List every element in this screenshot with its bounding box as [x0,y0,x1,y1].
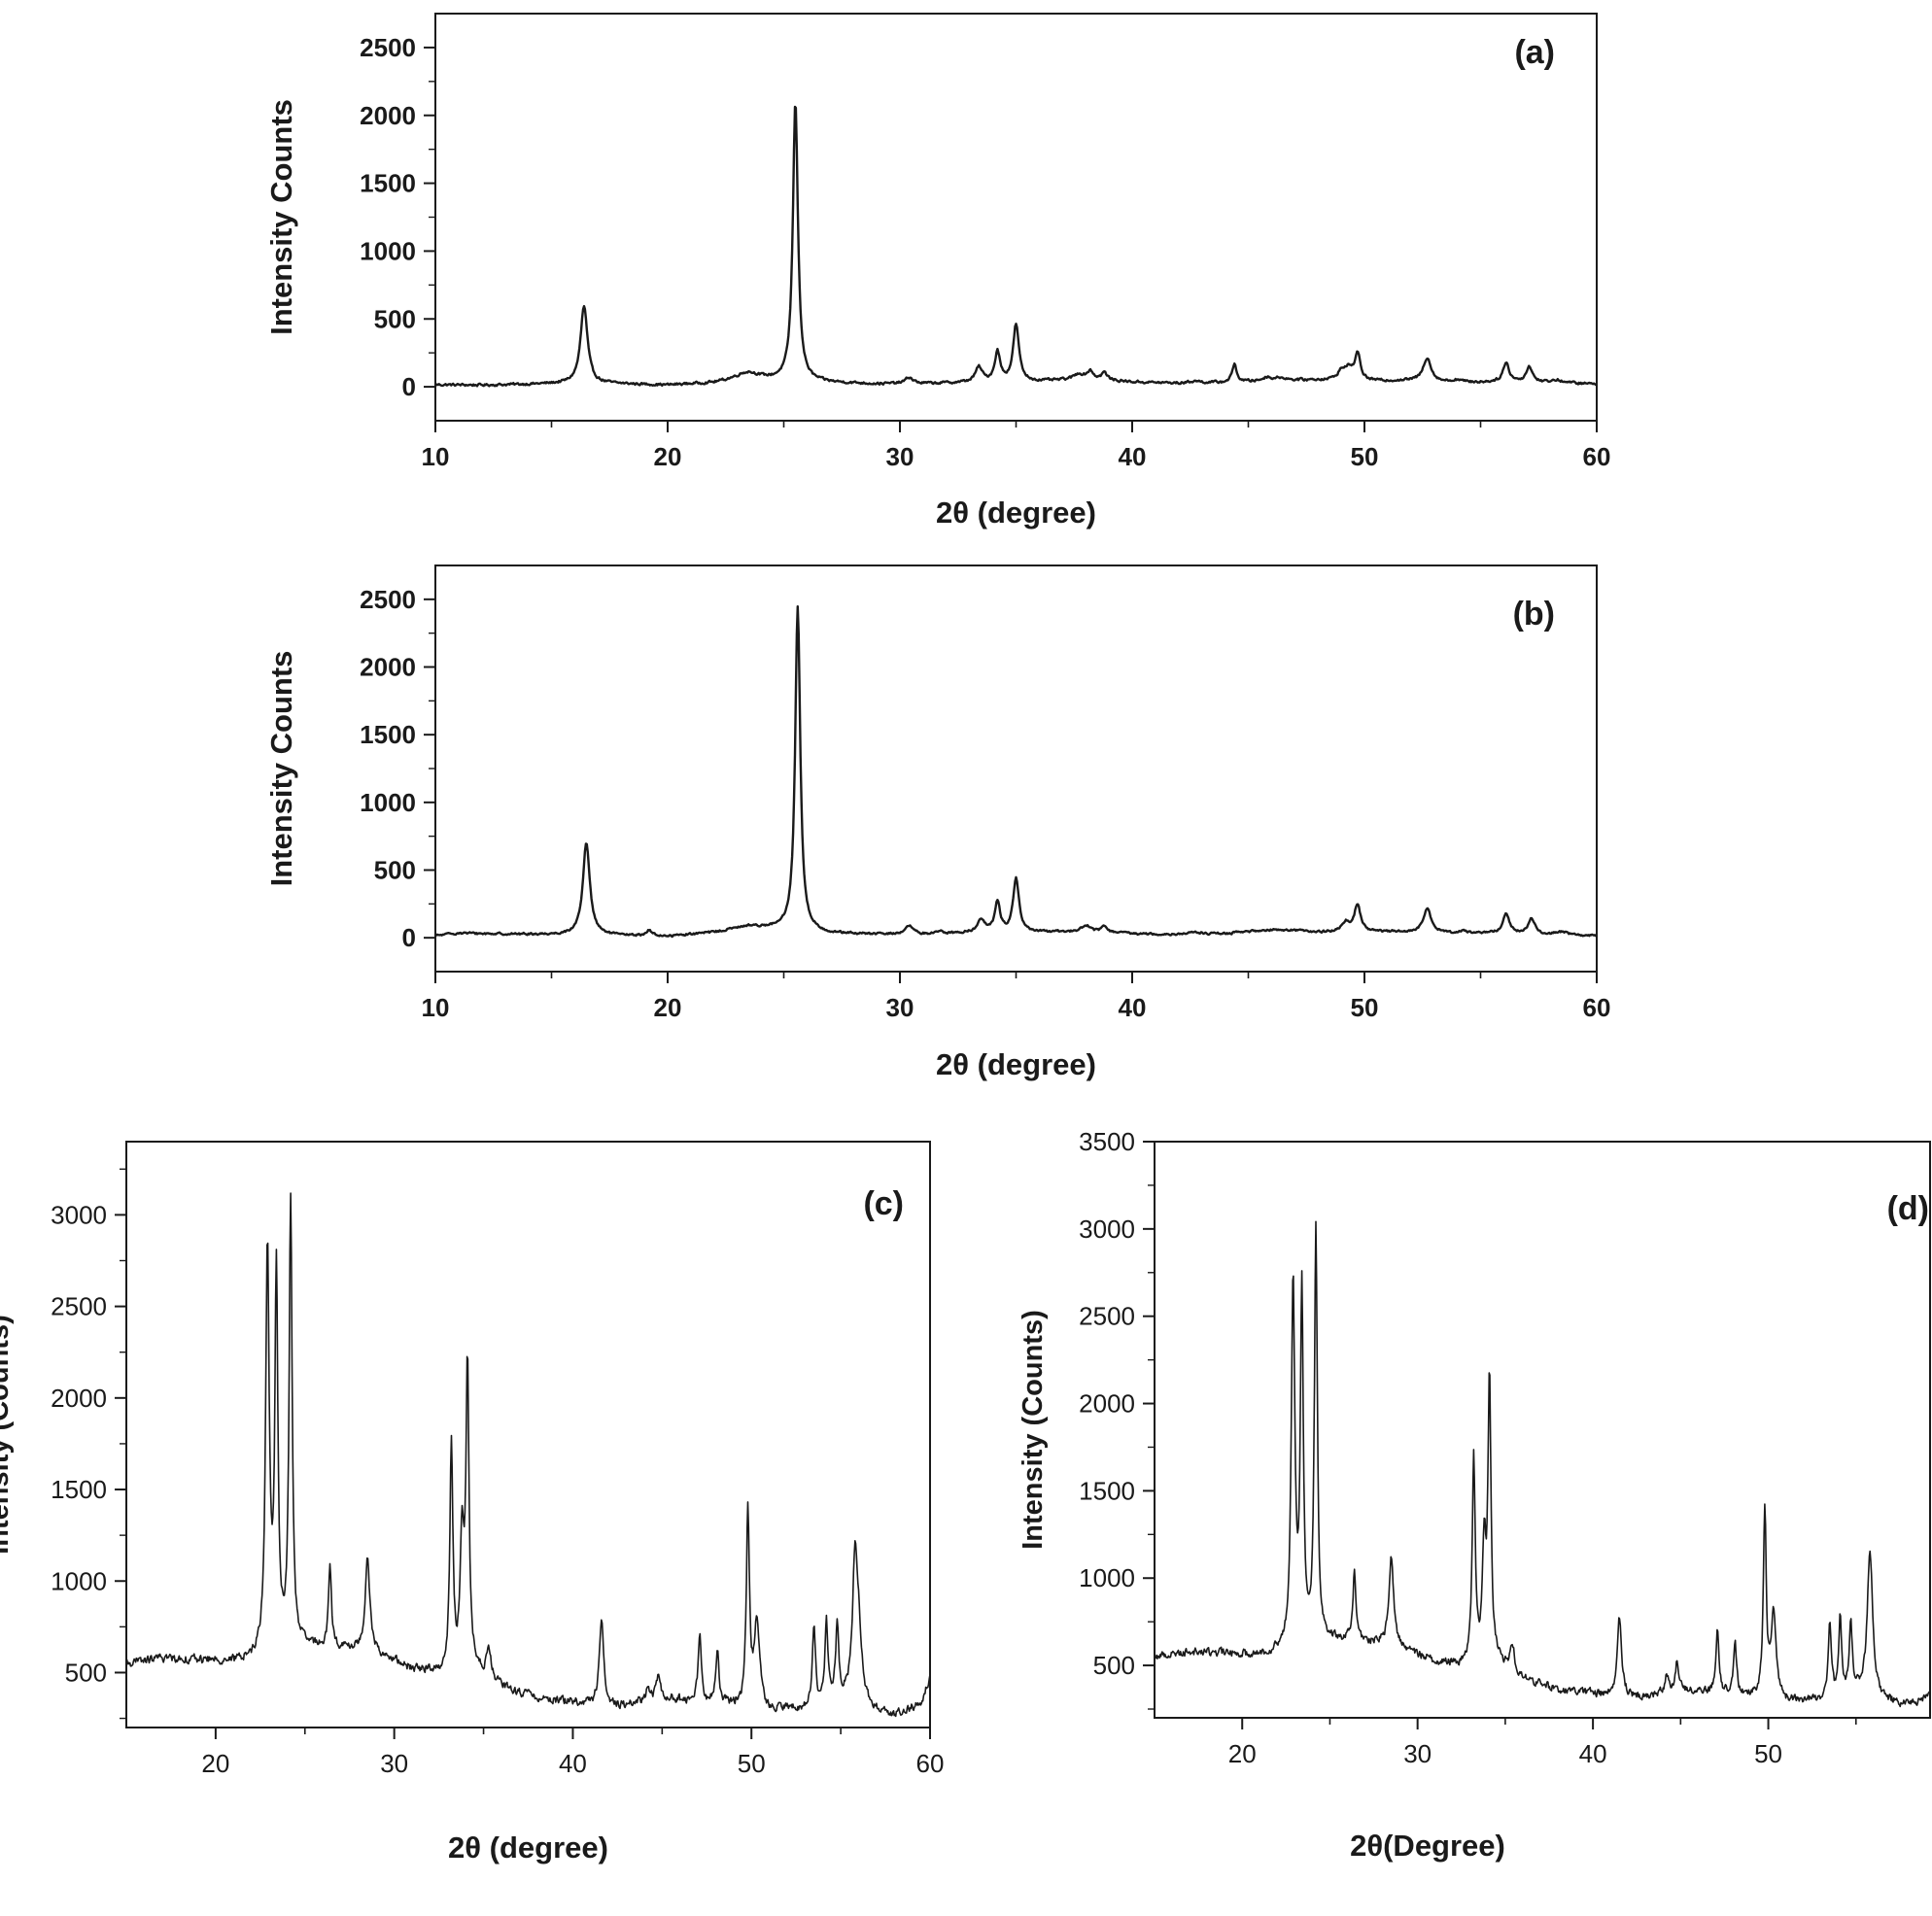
panel-label-c: (c) [863,1185,904,1222]
x-tick-label: 20 [654,442,682,471]
y-tick-label: 2500 [51,1292,107,1321]
series-line-b [434,605,1598,939]
y-tick-label: 500 [374,856,416,885]
plot-frame-a [434,13,1598,422]
plot-frame-d [1154,1141,1931,1719]
x-tick-label: 30 [886,993,914,1022]
panel-label-a: (a) [1514,34,1555,71]
x-tick-label: 20 [1228,1739,1257,1768]
y-tick-label: 2000 [360,653,416,682]
y-tick-label: 1500 [1079,1476,1135,1505]
series-line-d [1154,1220,1931,1708]
y-tick-label: 500 [65,1658,107,1687]
x-tick-label: 50 [1351,442,1379,471]
y-tick-label: 2000 [360,101,416,130]
y-tick-label: 3000 [1079,1215,1135,1244]
chart-panel-a: 10 20 30 40 50 60 0 500 1000 1500 2000 2500 (a) 2θ … [264,13,1610,530]
y-axis-title-a: Intensity Counts [264,99,298,335]
y-tick-label: 1000 [1079,1563,1135,1592]
y-tick-label: 2500 [360,585,416,614]
y-tick-label: 1000 [360,788,416,817]
x-tick-label: 20 [201,1749,229,1778]
y-tick-label: 1500 [360,169,416,198]
x-tick-label: 50 [738,1749,766,1778]
x-tick-label: 30 [380,1749,408,1778]
y-tick-label: 1000 [360,236,416,265]
axis-ticks-b: 10 20 30 40 50 60 0 500 1000 1500 2000 2500 [360,585,1610,1022]
x-tick-label: 60 [1583,993,1611,1022]
chart-panel-c: 20 30 40 50 60 500 1000 1500 2000 2500 3000 (c) 2θ… [0,1141,945,1865]
y-tick-label: 1500 [51,1475,107,1504]
panel-label-d: (d) [1887,1190,1929,1227]
y-axis-title-d: Intensity (Counts) [1018,1310,1049,1550]
plot-frame-c [125,1141,931,1728]
y-tick-label: 2000 [51,1384,107,1413]
plot-frame-b [434,565,1598,973]
y-tick-label: 0 [402,372,416,401]
axis-ticks-c: 20 30 40 50 60 500 1000 1500 2000 2500 3000 [51,1168,945,1778]
x-tick-label: 10 [422,442,450,471]
x-axis-title-a: 2θ (degree) [936,496,1096,530]
x-axis-title-c: 2θ (degree) [448,1830,608,1865]
y-tick-label: 2000 [1079,1389,1135,1419]
y-tick-label: 500 [374,304,416,333]
y-axis-title-c: Intensity (Counts) [0,1315,15,1555]
y-tick-label: 0 [402,923,416,952]
y-axis-title-b: Intensity Counts [264,651,298,887]
x-tick-label: 30 [886,442,914,471]
y-tick-label: 2500 [1079,1302,1135,1331]
axis-ticks-a: 10 20 30 40 50 60 0 500 1000 1500 2000 2500 [360,33,1610,471]
x-tick-label: 40 [1119,442,1147,471]
x-tick-label: 50 [1351,993,1379,1022]
x-tick-label: 60 [1583,442,1611,471]
x-tick-label: 10 [422,993,450,1022]
y-tick-label: 2500 [360,33,416,62]
x-tick-label: 50 [1754,1739,1782,1768]
y-tick-label: 500 [1093,1651,1135,1680]
x-tick-label: 40 [1119,993,1147,1022]
y-tick-label: 1000 [51,1566,107,1595]
x-tick-label: 20 [654,993,682,1022]
x-axis-title-b: 2θ (degree) [936,1047,1096,1081]
panel-label-b: (b) [1513,596,1555,633]
x-tick-label: 60 [916,1749,945,1778]
series-line-a [434,105,1598,388]
x-tick-label: 40 [1579,1739,1607,1768]
y-tick-label: 1500 [360,720,416,749]
x-axis-title-d: 2θ(Degree) [1350,1829,1505,1863]
y-tick-label: 3000 [51,1200,107,1229]
chart-panel-b: 10 20 30 40 50 60 0 500 1000 1500 2000 2500 (b) 2θ … [264,565,1610,1081]
y-tick-label: 3500 [1079,1127,1135,1156]
axis-ticks-d: 20 30 40 50 500 1000 1500 2000 2500 3000 3500 [1079,1127,1857,1768]
x-tick-label: 30 [1403,1739,1432,1768]
x-tick-label: 40 [559,1749,587,1778]
series-line-c [125,1192,931,1718]
